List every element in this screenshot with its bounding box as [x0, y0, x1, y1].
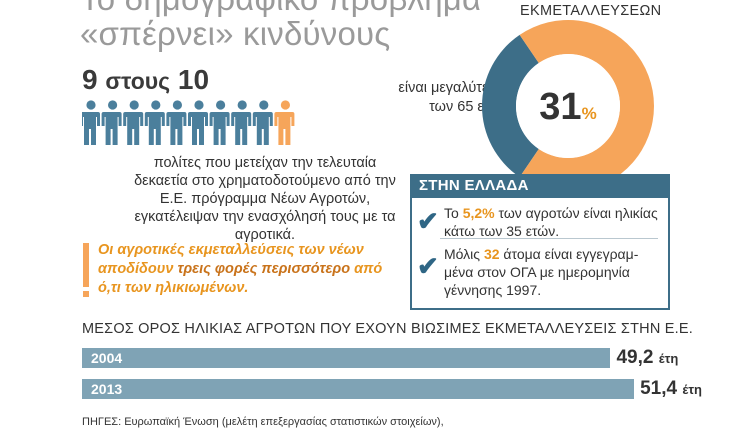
highlight-text: Οι αγροτικές εκμεταλλεύσεις των νέων απο…	[98, 241, 408, 298]
person-icon-highlighted	[144, 100, 165, 145]
bar-2004	[82, 348, 611, 368]
greece-fact-2: Μόλις 32 άτομα είναι εγγεγραμ-μένα στον …	[444, 245, 664, 299]
bar-value-2013-number: 51,4	[640, 378, 678, 399]
fact2-num: 32	[483, 246, 500, 262]
person-icon-highlighted	[188, 100, 208, 145]
donut-slice-1	[519, 20, 654, 193]
page-title-line1: Το δημογραφικό πρόβλημα	[80, 0, 481, 18]
person-icon-highlighted	[123, 100, 144, 145]
fact1-num: 5,2%	[462, 205, 495, 221]
person-icon-highlighted	[252, 100, 273, 145]
highlight-post: από ό,τι των ηλικιωμένων.	[98, 261, 383, 296]
fact2-post: άτομα είναι εγγεγραμ-μένα στον ΟΓΑ με ημ…	[444, 246, 639, 298]
highlight-em: τρεις φορές περισσότερο	[177, 261, 351, 277]
fact1-post: των αγροτών είναι ηλικίας κάτω των 35 ετ…	[444, 205, 658, 239]
source-note: ΠΗΓΕΣ: Ευρωπαϊκή Ένωση (μελέτη επεξεργασ…	[82, 416, 444, 428]
ratio-denominator: 10	[177, 64, 210, 95]
highlight-marker-bar	[83, 243, 89, 287]
bar-value-2013-unit: έτη	[682, 382, 702, 397]
bar-2013	[82, 379, 635, 399]
donut-value: 31%	[539, 86, 596, 128]
ratio-label: 9 στους 10	[82, 64, 209, 96]
donut-slice-0	[482, 34, 539, 178]
greece-fact-1: Το 5,2% των αγροτών είναι ηλικίας κάτω τ…	[444, 204, 662, 240]
bar-value-2004-unit: έτη	[658, 351, 679, 366]
ratio-word: στους	[105, 68, 171, 94]
bar-value-2004: 49,2 έτη	[616, 348, 678, 369]
donut-value-unit: %	[582, 104, 597, 123]
donut-hole	[516, 54, 620, 158]
person-icon-highlighted	[166, 100, 187, 145]
donut-chart: 31%	[482, 20, 654, 193]
greece-header: ΣΤΗΝ ΕΛΛΑΔΑ	[410, 174, 668, 198]
person-icon-highlighted	[209, 100, 230, 145]
check-icon: ✔	[417, 206, 439, 236]
donut-value-number: 31	[539, 86, 581, 128]
bar-label-2004: 2004	[91, 350, 123, 366]
page-title-line2: «σπέρνει» κινδύνους	[80, 15, 391, 52]
highlight-pre: Οι αγροτικές εκμεταλλεύσεις των νέων απο…	[98, 242, 364, 277]
bar-value-2004-number: 49,2	[616, 347, 654, 368]
ratio-numerator: 9	[82, 64, 98, 95]
person-icon-highlighted	[231, 100, 252, 145]
intro-text: πολίτες που μετείχαν την τελευταία δεκαε…	[134, 155, 396, 243]
bar-label-2013: 2013	[91, 381, 123, 397]
donut-header: ΕΚΜΕΤΑΛΛΕΥΣΕΩΝ	[520, 3, 662, 19]
person-icon-highlighted	[101, 100, 122, 145]
person-icon-other	[274, 100, 295, 145]
bar-value-2013: 51,4 έτη	[640, 379, 702, 400]
fact1-pre: Το	[444, 205, 463, 221]
people-pictogram	[82, 100, 295, 145]
bar-chart-title: ΜΕΣΟΣ ΟΡΟΣ ΗΛΙΚΙΑΣ ΑΓΡΟΤΩΝ ΠΟΥ ΕΧΟΥΝ ΒΙΩ…	[82, 321, 693, 337]
highlight-marker-dot	[83, 291, 89, 297]
fact2-pre: Μόλις	[444, 246, 484, 262]
person-icon-highlighted	[82, 100, 100, 145]
check-icon: ✔	[417, 251, 439, 281]
greece-separator	[440, 238, 658, 239]
